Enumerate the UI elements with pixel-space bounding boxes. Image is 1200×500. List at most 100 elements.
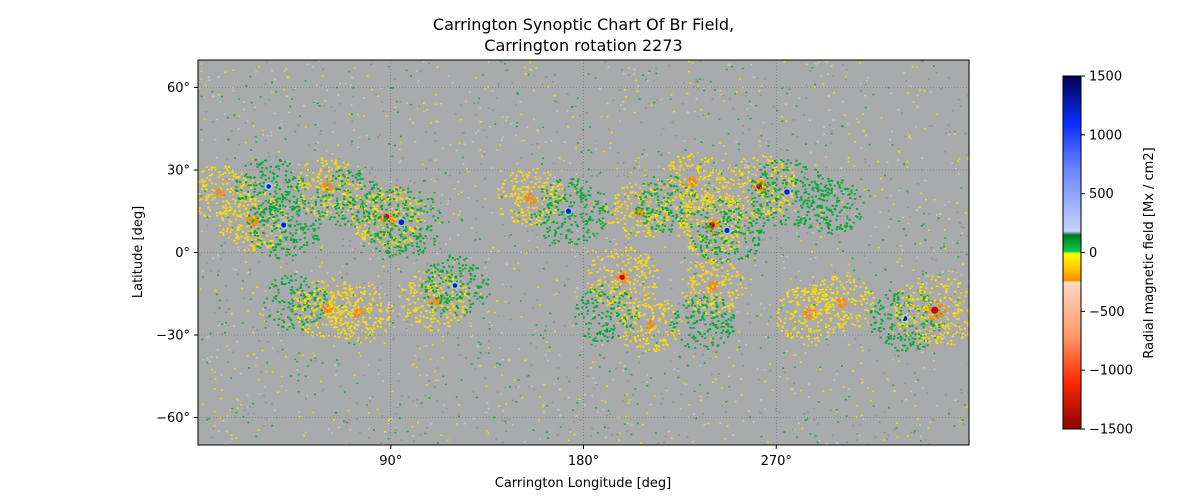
region-speckle	[252, 206, 255, 209]
speckle	[241, 322, 244, 324]
speckle	[553, 199, 556, 201]
speckle	[845, 415, 848, 418]
region-speckle	[388, 225, 392, 228]
speckle	[575, 295, 578, 298]
speckle	[414, 141, 417, 143]
speckle	[294, 313, 297, 316]
region-speckle	[372, 201, 375, 204]
speckle	[551, 193, 554, 196]
speckle	[869, 261, 872, 264]
speckle	[271, 370, 274, 373]
region-speckle	[236, 190, 239, 192]
region-speckle	[253, 176, 256, 179]
region-speckle	[648, 219, 651, 221]
speckle	[721, 270, 724, 272]
speckle	[453, 261, 456, 264]
speckle	[848, 132, 851, 135]
region-speckle	[289, 224, 292, 226]
region-speckle	[601, 207, 604, 210]
speckle	[277, 391, 280, 393]
speckle	[368, 437, 371, 439]
speckle	[388, 432, 391, 435]
region-speckle	[231, 189, 234, 192]
region-speckle	[244, 197, 247, 200]
region-speckle	[357, 211, 360, 214]
region-speckle	[326, 206, 329, 209]
region-speckle	[535, 197, 538, 200]
speckle	[735, 164, 738, 167]
region-speckle	[284, 178, 287, 181]
speckle	[435, 120, 437, 123]
region-speckle	[195, 204, 197, 206]
speckle	[700, 399, 702, 401]
speckle	[346, 195, 349, 197]
speckle	[699, 329, 702, 332]
region-speckle	[273, 172, 276, 175]
speckle	[774, 408, 777, 411]
speckle	[425, 384, 428, 386]
region-speckle	[700, 206, 704, 209]
region-core	[688, 180, 691, 183]
speckle	[863, 130, 865, 132]
region-speckle	[278, 197, 282, 200]
speckle	[471, 141, 474, 143]
speckle	[817, 401, 820, 403]
region-speckle	[419, 221, 422, 223]
speckle	[654, 327, 657, 330]
speckle	[785, 120, 788, 122]
region-speckle	[239, 198, 242, 201]
speckle	[500, 170, 502, 172]
region-speckle	[655, 192, 658, 195]
speckle	[501, 283, 504, 286]
speckle	[911, 66, 914, 68]
region-speckle	[643, 212, 646, 215]
speckle	[759, 94, 762, 96]
region-core	[325, 183, 327, 185]
speckle	[879, 211, 882, 213]
region-core	[219, 192, 222, 194]
region-speckle	[295, 205, 298, 208]
region-speckle	[627, 197, 630, 200]
speckle	[206, 361, 209, 364]
region-speckle	[567, 215, 570, 218]
region-speckle	[711, 194, 714, 197]
region-speckle	[512, 185, 515, 188]
speckle	[505, 403, 508, 405]
region-speckle	[281, 209, 284, 212]
speckle	[925, 282, 928, 285]
region-speckle	[552, 196, 555, 199]
speckle	[579, 138, 582, 140]
region-core	[323, 190, 326, 193]
speckle	[735, 140, 738, 143]
speckle	[826, 73, 829, 75]
speckle	[758, 140, 761, 142]
speckle	[608, 370, 611, 373]
speckle	[860, 147, 863, 149]
speckle	[281, 348, 284, 351]
speckle	[951, 162, 954, 164]
speckle	[563, 159, 566, 162]
speckle	[853, 269, 856, 272]
speckle	[553, 330, 556, 333]
speckle	[200, 95, 203, 98]
region-speckle	[576, 243, 579, 246]
region-speckle	[597, 218, 601, 221]
region-speckle	[402, 232, 406, 234]
speckle	[530, 364, 533, 366]
region-core	[246, 216, 249, 219]
region-speckle	[260, 176, 263, 179]
region-speckle	[365, 204, 368, 207]
speckle	[633, 167, 636, 169]
region-speckle	[273, 195, 276, 198]
region-core	[641, 209, 644, 212]
region-speckle	[385, 223, 389, 226]
speckle	[395, 100, 398, 103]
speckle	[267, 244, 270, 246]
speckle	[702, 87, 705, 90]
speckle	[574, 105, 577, 108]
speckle	[827, 207, 830, 210]
speckle	[587, 149, 590, 151]
region-speckle	[543, 190, 546, 192]
speckle	[847, 161, 850, 163]
region-speckle	[580, 192, 583, 195]
